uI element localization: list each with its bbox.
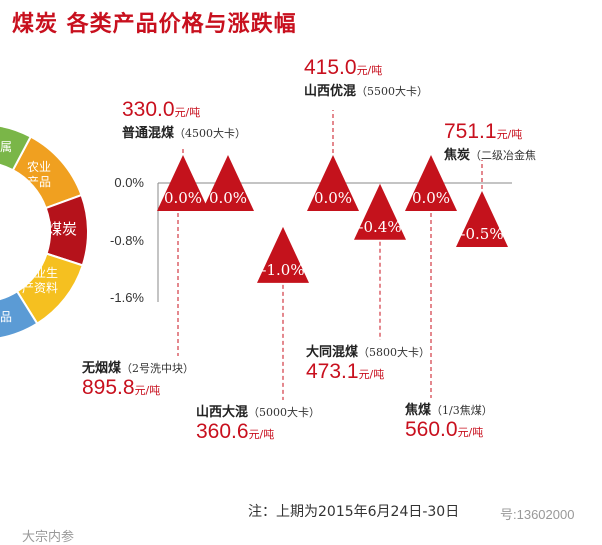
wheel-label-coal: 煤炭 (46, 220, 77, 238)
watermark-left: 大宗内参 (22, 529, 75, 544)
product-spec: （5500大卡） (356, 85, 429, 98)
product-name: 大同混煤 (306, 345, 359, 360)
wheel-segment-3 (0, 289, 39, 340)
product-price: 330.0 (122, 98, 175, 121)
data-label: 0.0% (412, 189, 450, 207)
product-price-line: 560.0元/吨 (405, 418, 493, 442)
triangle-marker (307, 155, 359, 211)
product-price: 473.1 (306, 360, 359, 383)
product-callout: 焦煤（1/3焦煤） 560.0元/吨 (405, 399, 493, 442)
product-spec: （5000大卡） (248, 406, 321, 419)
chart-title: 煤炭 各类产品价格与涨跌幅 (12, 12, 297, 37)
product-price: 360.6 (196, 420, 249, 443)
y-tick-label: 0.0% (114, 175, 144, 190)
product-name-line: 大同混煤（5800大卡） (306, 341, 430, 360)
triangle-marker (157, 155, 209, 211)
triangle-marker (456, 190, 508, 247)
data-label: -0.5% (460, 225, 503, 243)
price-unit: 元/吨 (134, 384, 161, 397)
product-price: 751.1 (444, 120, 497, 143)
wheel-edge-label-top: 属 (0, 140, 13, 154)
price-unit: 元/吨 (356, 64, 383, 77)
data-label: 0.0% (314, 189, 352, 207)
product-price-line: 473.1元/吨 (306, 360, 430, 384)
triangle-marker (354, 183, 406, 240)
product-name-line: 普通混煤（4500大卡） (122, 122, 246, 141)
product-callout: 大同混煤（5800大卡） 473.1元/吨 (306, 341, 430, 384)
triangle-marker (405, 155, 457, 211)
watermark-right: 号:13602000 (500, 507, 575, 522)
y-tick-label: -0.8% (110, 232, 144, 248)
wheel-label-agri: 农业 产品 (26, 160, 51, 189)
product-price: 560.0 (405, 418, 458, 441)
product-price-line: 415.0元/吨 (304, 56, 428, 80)
data-label: 0.0% (164, 189, 202, 207)
price-unit: 元/吨 (496, 128, 523, 141)
product-name: 焦煤 (405, 403, 432, 418)
y-tick-label: -1.6% (110, 290, 144, 305)
footnote: 注：上期为2015年6月24日-30日 (248, 504, 460, 520)
product-callout: 330.0元/吨 普通混煤（4500大卡） (122, 98, 246, 141)
product-name-line: 山西优混（5500大卡） (304, 80, 428, 99)
triangle-marker (257, 226, 309, 283)
product-name: 普通混煤 (122, 126, 175, 141)
product-callout: 无烟煤（2号洗中块） 895.8元/吨 (82, 357, 194, 400)
wheel-segment-4 (0, 124, 33, 172)
product-price: 895.8 (82, 376, 135, 399)
product-price: 415.0 (304, 56, 357, 79)
product-spec: （2号洗中块） (121, 362, 195, 375)
product-name: 山西大混 (196, 405, 249, 420)
product-price-line: 360.6元/吨 (196, 420, 320, 444)
product-spec: （二级冶金焦 (470, 149, 537, 162)
product-spec: （1/3焦煤） (431, 404, 493, 417)
product-name-line: 无烟煤（2号洗中块） (82, 357, 194, 376)
wheel-edge-label-bottom: 品 (0, 310, 13, 324)
product-spec: （4500大卡） (174, 127, 247, 140)
product-name: 山西优混 (304, 84, 357, 99)
product-callout: 山西大混（5000大卡） 360.6元/吨 (196, 401, 320, 444)
price-unit: 元/吨 (174, 106, 201, 119)
data-label: -0.4% (358, 218, 401, 236)
wheel-label-agri-input: 农业生 产资料 (21, 266, 58, 295)
product-price-line: 330.0元/吨 (122, 98, 246, 122)
price-unit: 元/吨 (457, 426, 484, 439)
product-spec: （5800大卡） (358, 346, 431, 359)
product-callout: 751.1元/吨 焦炭（二级冶金焦 (444, 120, 536, 163)
price-unit: 元/吨 (248, 428, 275, 441)
product-price-line: 751.1元/吨 (444, 120, 536, 144)
price-unit: 元/吨 (358, 368, 385, 381)
product-name: 焦炭 (444, 148, 471, 163)
product-name-line: 焦炭（二级冶金焦 (444, 144, 536, 163)
product-price-line: 895.8元/吨 (82, 376, 194, 400)
product-name-line: 焦煤（1/3焦煤） (405, 399, 493, 418)
product-name: 无烟煤 (82, 361, 122, 376)
product-callout: 415.0元/吨 山西优混（5500大卡） (304, 56, 428, 99)
data-label: -1.0% (261, 261, 304, 279)
data-label: 0.0% (209, 189, 247, 207)
triangle-marker (202, 155, 254, 211)
product-name-line: 山西大混（5000大卡） (196, 401, 320, 420)
